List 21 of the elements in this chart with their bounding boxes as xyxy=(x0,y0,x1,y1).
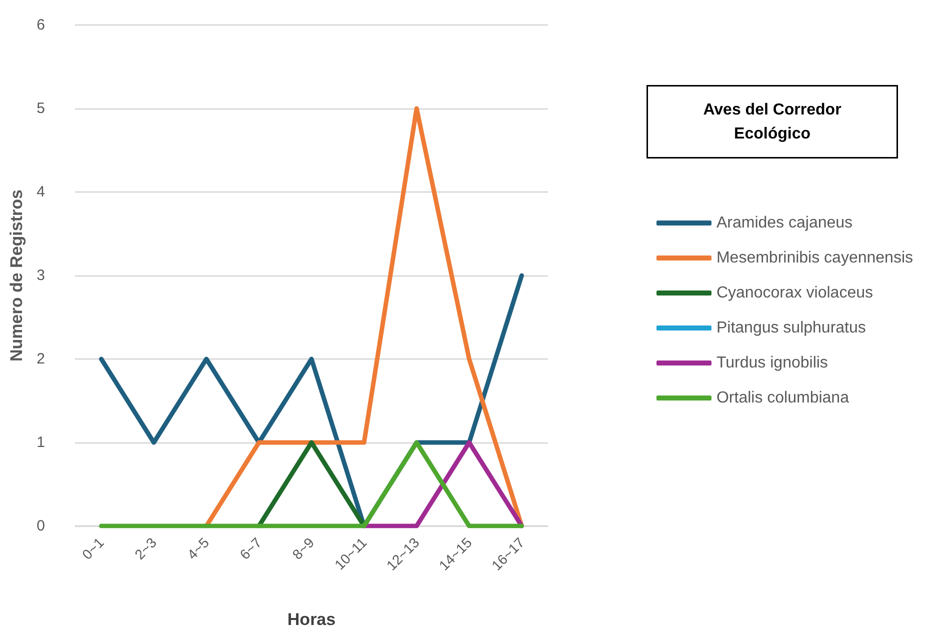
y-tick-label: 6 xyxy=(36,16,45,34)
legend-label: Mesembrinibis cayennensis xyxy=(716,250,913,266)
legend-label: Cyanocorax violaceus xyxy=(716,284,873,302)
legend-label: Turdus ignobilis xyxy=(716,354,828,372)
legend-title: Aves del Corredor Ecológico xyxy=(703,101,842,142)
y-tick-label: 5 xyxy=(36,100,45,117)
x-tick-label: 8~9 xyxy=(289,534,318,562)
x-tick-label: 0~1 xyxy=(78,534,108,562)
x-axis-title: Horas xyxy=(287,610,336,629)
legend-label: Aramides cajaneus xyxy=(716,214,853,232)
legend-label: Pitangus sulphuratus xyxy=(716,320,866,336)
y-tick-label: 2 xyxy=(36,350,45,368)
x-tick-label: 6~7 xyxy=(236,534,265,562)
y-tick-label: 3 xyxy=(36,267,45,284)
y-tick-label: 4 xyxy=(36,184,45,200)
x-tick-label: 2~3 xyxy=(131,534,160,562)
y-tick-label: 0 xyxy=(36,518,45,534)
x-tick-label: 4~5 xyxy=(184,534,212,562)
y-tick-label: 1 xyxy=(36,434,45,451)
y-axis-title: Numero de Registros xyxy=(7,190,26,362)
legend-label: Ortalis columbiana xyxy=(716,390,850,406)
